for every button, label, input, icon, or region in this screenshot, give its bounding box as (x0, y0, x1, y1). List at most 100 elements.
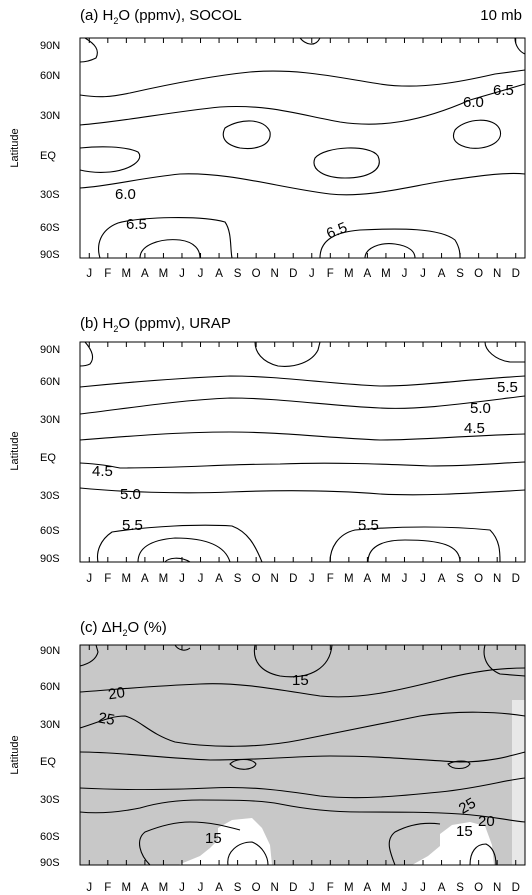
panel-c-month-label-21: O (474, 882, 483, 894)
panel-c-frame (79, 644, 526, 866)
panel-a-contour-label-2: 6.0 (463, 94, 484, 111)
panel-c-month-label-12: J (309, 882, 315, 894)
panel-c-month-label-13: F (327, 882, 334, 894)
panel-a-ylabel: Latitude (9, 128, 21, 167)
panel-a-contour-se-inner (364, 243, 416, 259)
panel-b-lat-eq: EQ (40, 452, 56, 464)
panel-a-month-label-19: A (438, 268, 446, 280)
panel-a-contour-6.0-upper (79, 83, 526, 126)
panel-c-contour-sw-inner (227, 841, 269, 866)
panel-c-contour-label-1: 15 (292, 672, 309, 689)
panel-b-month-label-4: M (159, 573, 169, 585)
panel-a-lat-90s: 90S (40, 249, 60, 261)
panel-a-lat-60s: 60S (40, 222, 60, 234)
panel-c-white-region-1 (178, 818, 272, 865)
panel-b-contour-4.5-upper (79, 431, 526, 441)
panel-b-month-label-16: M (381, 573, 391, 585)
panel-c-month-label-16: M (381, 882, 391, 894)
panel-a-contour-6.5-upper (79, 69, 526, 98)
panel-c-month-label-19: A (438, 882, 446, 894)
panel-a-month-label-18: J (420, 268, 426, 280)
panel-b-contour-5.5-sw (96, 524, 263, 563)
panel-b-contour-5.5-upper (79, 375, 526, 388)
panel-a-title: (a) H2O (ppmv), SOCOL (80, 7, 242, 26)
panel-a-month-label-7: A (215, 268, 223, 280)
panel-c-month-label-18: J (420, 882, 426, 894)
panel-c-ylabel: Latitude (9, 735, 21, 774)
panel-b-month-label-11: D (289, 573, 297, 585)
panel-a-contour-enclosed-3 (313, 147, 380, 179)
panel-a-month-label-15: A (364, 268, 372, 280)
panel-b-month-label-0: J (86, 573, 92, 585)
panel-b-contour-label-1: 5.5 (497, 379, 518, 396)
panel-b-month-label-5: J (179, 573, 185, 585)
panel-b-month-label-14: M (344, 573, 354, 585)
panel-c-month-ticks (88, 645, 517, 865)
panel-c-month-label-23: D (512, 882, 520, 894)
panel-a-month-label-3: A (141, 268, 149, 280)
panel-a: (a) H2O (ppmv), SOCOL 10 mb Latitude 90N… (9, 7, 526, 280)
panel-c-right-edge-stripes (512, 700, 525, 865)
panel-b-month-label-2: M (122, 573, 132, 585)
panel-b-contour-4.5-lower (79, 461, 526, 469)
panel-b-month-label-6: J (198, 573, 204, 585)
panel-b-lat-60s: 60S (40, 525, 60, 537)
panel-a-lat-60n: 60N (40, 70, 60, 82)
panel-a-month-label-13: F (327, 268, 334, 280)
panel-b-month-label-1: F (104, 573, 111, 585)
panel-b-lat-30n: 30N (40, 414, 60, 426)
panel-c-lat-60s: 60S (40, 831, 60, 843)
panel-c-lat-eq: EQ (40, 756, 56, 768)
panel-c-contour-np-2 (483, 644, 526, 677)
panel-b-contour-sw-inner (137, 537, 231, 563)
panel-a-contour-eq-left (79, 146, 141, 173)
panel-c-month-label-22: N (493, 882, 501, 894)
panel-c-contour-20 (79, 667, 526, 698)
panel-b-month-label-20: S (456, 573, 464, 585)
panel-a-month-label-20: S (456, 268, 464, 280)
panel-a-month-label-16: M (381, 268, 391, 280)
panel-b-month-label-19: A (438, 573, 446, 585)
panel-c-month-label-5: J (179, 882, 185, 894)
panel-a-lat-30s: 30S (40, 189, 60, 201)
panel-b-ylabel: Latitude (9, 431, 21, 470)
panel-b-month-label-15: A (364, 573, 372, 585)
panel-b-contour-5.0-lower (79, 487, 526, 496)
panel-b-title: (b) H2O (ppmv), URAP (80, 315, 231, 334)
panel-a-contour-label-1: 6.5 (493, 82, 514, 99)
panel-c-contour-label-5: 20 (478, 813, 495, 830)
panel-b: (b) H2O (ppmv), URAP Latitude 90N 60N 30… (9, 315, 526, 585)
panel-a-month-label-1: F (104, 268, 111, 280)
panel-c-month-label-6: J (198, 882, 204, 894)
panel-a-month-label-5: J (179, 268, 185, 280)
panel-a-contour-6.5-se (319, 228, 461, 259)
panel-a-contour-np-3 (514, 37, 526, 55)
panel-a-month-label-14: M (344, 268, 354, 280)
panel-a-lat-90n: 90N (40, 40, 60, 52)
panel-a-lat-eq: EQ (40, 150, 56, 162)
panel-a-contour-enclosed-2 (452, 119, 502, 149)
panel-b-month-label-8: S (234, 573, 242, 585)
panel-b-month-label-9: O (252, 573, 261, 585)
panel-c-contour-label-3: 25 (97, 709, 116, 729)
panel-b-month-label-23: D (512, 573, 520, 585)
panel-b-contour-sw-core (164, 557, 191, 563)
panel-a-month-label-21: O (474, 268, 483, 280)
panel-c-month-label-20: S (456, 882, 464, 894)
panel-b-lat-90n: 90N (40, 344, 60, 356)
panel-b-month-label-18: J (420, 573, 426, 585)
panel-a-month-label-17: J (402, 268, 408, 280)
panel-b-lat-30s: 30S (40, 490, 60, 502)
panel-c-month-label-0: J (86, 882, 92, 894)
panel-b-contour-se-inner (367, 539, 461, 563)
panel-b-contour-5.5-se (329, 526, 501, 563)
panel-a-contour-np-1 (79, 37, 98, 63)
panel-b-month-label-3: A (141, 573, 149, 585)
panel-c-lat-30n: 30N (40, 719, 60, 731)
panel-c-contour-label-6: 15 (205, 830, 222, 847)
panel-c-month-label-14: M (344, 882, 354, 894)
panel-c-contour-label-2: 20 (107, 684, 126, 703)
panel-c-contour-15-se (388, 822, 441, 866)
